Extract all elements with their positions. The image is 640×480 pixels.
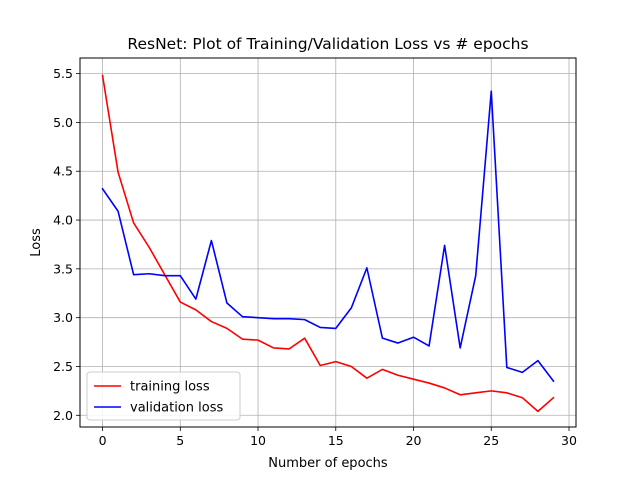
x-tick-label: 30 bbox=[561, 433, 577, 448]
legend-label: validation loss bbox=[130, 401, 223, 416]
x-tick-label: 25 bbox=[483, 433, 499, 448]
y-axis-label: Loss bbox=[29, 228, 44, 257]
y-tick-label: 2.5 bbox=[53, 359, 73, 374]
x-tick-label: 15 bbox=[328, 433, 344, 448]
y-tick-label: 3.0 bbox=[53, 310, 73, 325]
y-tick-label: 5.5 bbox=[53, 66, 73, 81]
ticks: 0 5 10 15 20 25 30 2.0 2.5 3.0 3.5 4.0 4.5 5.0 5.5 bbox=[53, 66, 577, 448]
y-tick-label: 4.5 bbox=[53, 164, 73, 179]
x-tick-label: 20 bbox=[406, 433, 422, 448]
plot-frame bbox=[79, 57, 577, 428]
legend-label: training loss bbox=[130, 380, 210, 395]
y-tick-label: 5.0 bbox=[53, 115, 73, 130]
x-tick-label: 10 bbox=[250, 433, 266, 448]
validation-loss-line bbox=[101, 90, 555, 383]
training-loss-line bbox=[101, 74, 555, 413]
legend: training loss validation loss bbox=[86, 371, 241, 421]
x-axis-label: Number of epochs bbox=[268, 456, 388, 471]
x-tick-label: 5 bbox=[176, 433, 184, 448]
series bbox=[101, 74, 555, 413]
y-tick-label: 4.0 bbox=[53, 213, 73, 228]
legend-box bbox=[86, 371, 241, 421]
chart-title: ResNet: Plot of Training/Validation Loss… bbox=[127, 35, 528, 53]
y-tick-label: 2.0 bbox=[53, 408, 73, 423]
x-tick-label: 0 bbox=[99, 433, 107, 448]
y-tick-label: 3.5 bbox=[53, 261, 73, 276]
